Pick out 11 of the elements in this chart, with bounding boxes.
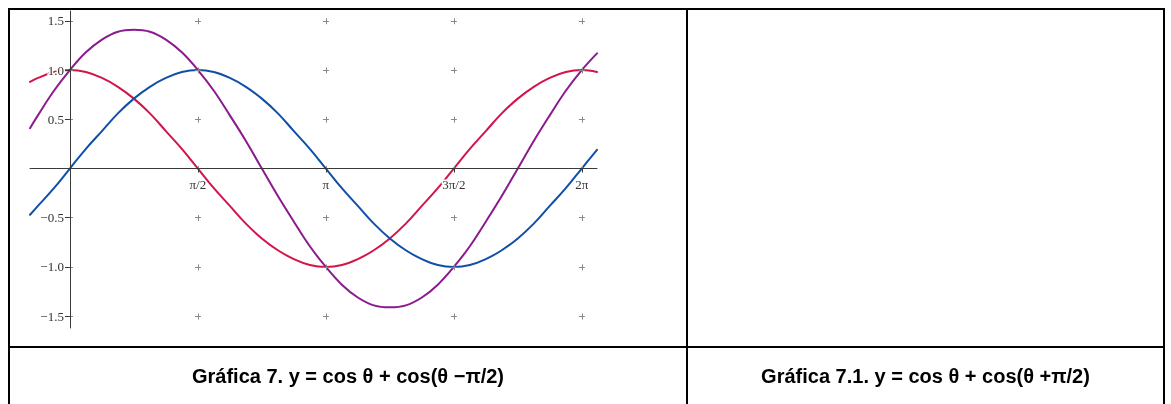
y-tick-label: −1.0 (40, 259, 64, 275)
y-tick-label: 1.5 (47, 13, 64, 29)
x-tick-label: π/2 (189, 176, 207, 192)
text: Gráfica 7. y = cos θ + cos(θ −π/2) (191, 364, 505, 388)
y-tick-label: −0.5 (40, 210, 64, 226)
y-tick-label: 0.5 (47, 111, 64, 127)
x-tick-label: π (322, 176, 330, 192)
x-tick-label: 3π/2 (442, 176, 466, 192)
text: Gráfica 7.1. y = cos θ + cos(θ +π/2) (761, 364, 1090, 388)
x-tick-label: 2π (575, 176, 589, 192)
y-tick-label: −1.5 (40, 308, 64, 324)
